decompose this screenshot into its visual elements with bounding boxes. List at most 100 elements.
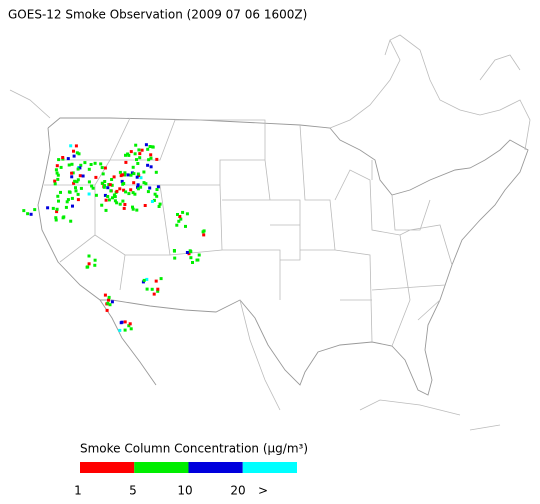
smoke-pixel [75, 151, 79, 155]
smoke-pixel [129, 188, 133, 192]
smoke-pixel [145, 287, 149, 291]
smoke-pixel [155, 194, 159, 198]
smoke-pixel [150, 287, 154, 291]
smoke-pixel [176, 213, 179, 216]
smoke-pixel [149, 156, 153, 160]
smoke-pixel [122, 182, 126, 185]
smoke-pixel [53, 182, 57, 186]
smoke-pixel [148, 145, 152, 148]
smoke-pixel [93, 263, 97, 267]
smoke-pixel [78, 166, 82, 170]
smoke-pixel [106, 195, 110, 198]
smoke-pixel [101, 172, 105, 176]
smoke-pixel [152, 292, 156, 296]
smoke-pixel [64, 205, 68, 209]
smoke-pixel [129, 150, 133, 154]
smoke-pixel [65, 200, 69, 204]
smoke-pixel [115, 189, 119, 193]
smoke-pixel [55, 164, 59, 168]
smoke-pixel [123, 171, 127, 175]
smoke-pixel [129, 173, 133, 177]
smoke-pixel [118, 170, 122, 174]
smoke-pixel [135, 175, 139, 179]
legend-swatch [80, 462, 135, 473]
smoke-pixel [109, 189, 113, 193]
smoke-pixel [68, 190, 72, 194]
smoke-pixel [67, 163, 71, 167]
smoke-pixel [103, 180, 107, 183]
smoke-pixel [124, 190, 128, 194]
smoke-pixel [89, 163, 93, 166]
smoke-pixel [103, 293, 107, 297]
smoke-pixel [132, 172, 136, 176]
legend-swatch [188, 462, 243, 473]
smoke-pixel [172, 249, 176, 252]
smoke-pixel [175, 223, 179, 227]
canada-outline [9, 34, 531, 151]
smoke-pixel [29, 212, 33, 216]
smoke-pixel [139, 185, 143, 189]
smoke-pixel [72, 181, 76, 185]
smoke-pixel [136, 183, 140, 187]
smoke-pixel [131, 191, 135, 195]
smoke-pixel [136, 187, 140, 191]
smoke-pixel [111, 196, 114, 200]
smoke-pixel [103, 184, 107, 188]
smoke-pixel [107, 298, 110, 302]
smoke-pixel [131, 165, 135, 169]
smoke-pixel [189, 250, 193, 254]
smoke-pixel [197, 253, 201, 257]
smoke-pixel [177, 219, 181, 223]
smoke-pixel [179, 217, 183, 221]
smoke-pixel [74, 144, 78, 148]
smoke-pixel [79, 186, 83, 190]
smoke-pixel [78, 174, 82, 178]
smoke-pixel [75, 180, 79, 184]
smoke-pixel [135, 208, 139, 212]
smoke-pixel [185, 251, 189, 254]
smoke-pixel [187, 252, 191, 256]
smoke-pixel [79, 163, 83, 167]
smoke-pixel [70, 162, 74, 166]
smoke-pixel [159, 277, 163, 281]
smoke-pixel [155, 157, 159, 161]
smoke-pixel [104, 208, 108, 212]
smoke-pixel [137, 148, 141, 152]
smoke-pixel [152, 198, 156, 202]
smoke-pixel [87, 180, 91, 184]
smoke-pixel [106, 186, 110, 190]
smoke-pixel [72, 154, 76, 158]
smoke-pixel [129, 327, 133, 331]
title: GOES-12 Smoke Observation (2009 07 06 16… [8, 8, 307, 22]
smoke-pixel [74, 186, 77, 190]
smoke-pixel [142, 170, 146, 174]
smoke-pixel [135, 158, 138, 162]
smoke-pixel [133, 192, 137, 196]
smoke-pixel [155, 188, 159, 191]
legend-tick-label: 10 [177, 484, 192, 498]
smoke-pixel [128, 322, 132, 326]
smoke-pixel [120, 179, 124, 183]
smoke-pixel [154, 170, 158, 174]
mexico-cuba [239, 299, 501, 431]
smoke-pixel [87, 262, 91, 266]
smoke-pixel [103, 166, 107, 170]
smoke-pixel [26, 212, 30, 216]
smoke-pixel [146, 147, 150, 151]
smoke-pixel [66, 157, 70, 161]
smoke-pixel [22, 209, 26, 213]
smoke-pixel [118, 187, 122, 191]
smoke-pixel [121, 199, 125, 203]
smoke-pixel [144, 143, 148, 147]
smoke-pixel [76, 192, 80, 196]
legend-swatch [242, 462, 297, 473]
smoke-pixel [91, 186, 95, 190]
smoke-pixel [55, 207, 59, 211]
smoke-pixel [108, 303, 112, 307]
smoke-pixel [108, 183, 112, 187]
smoke-pixel [118, 328, 122, 332]
smoke-pixel [70, 196, 74, 200]
legend-tick-label: 5 [129, 484, 137, 498]
smoke-pixel [93, 161, 97, 165]
smoke-pixel [195, 258, 199, 262]
